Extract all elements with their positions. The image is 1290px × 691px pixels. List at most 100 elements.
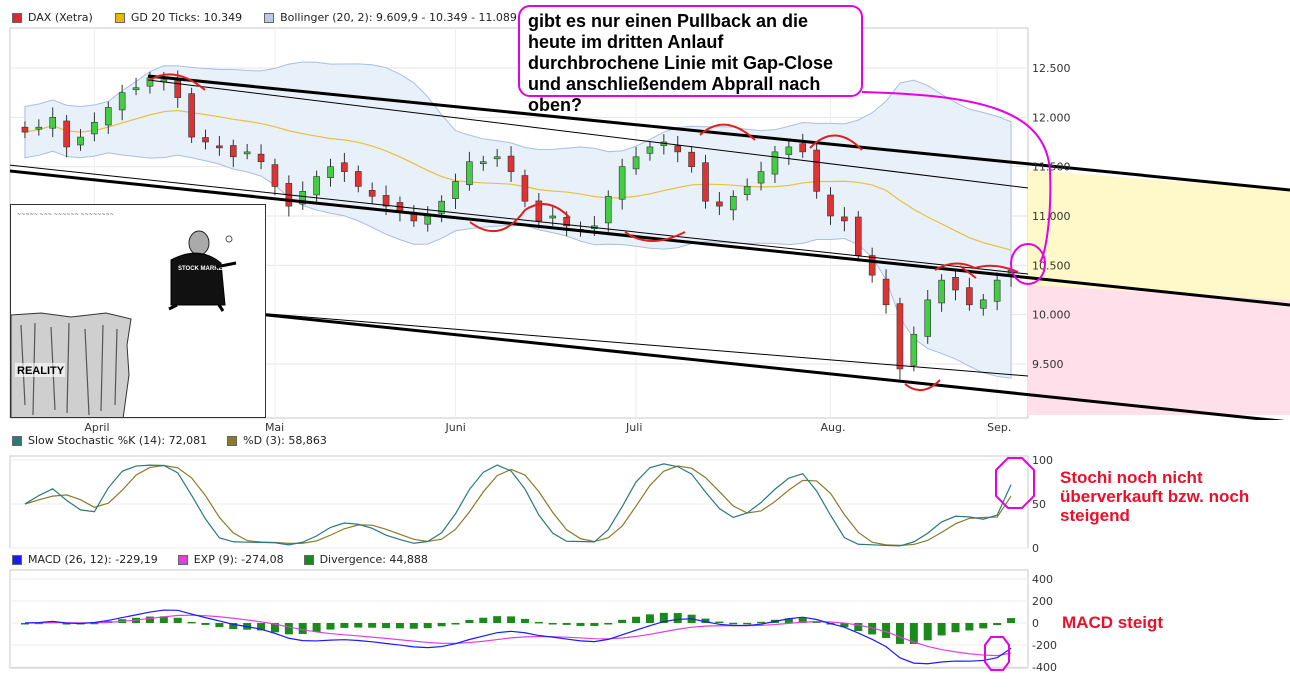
candle — [202, 137, 209, 143]
candle — [493, 156, 501, 160]
stoch-y-tick: 100 — [1032, 454, 1053, 467]
candle — [771, 151, 779, 175]
figure-head — [188, 230, 210, 256]
divergence-bar — [715, 621, 724, 624]
month-x-tick: Sep. — [987, 421, 1011, 434]
candle — [132, 87, 140, 91]
candle — [896, 303, 904, 370]
price-y-tick: 10.000 — [1032, 309, 1071, 322]
macd-exp-line — [24, 614, 1012, 657]
divergence-bar — [215, 623, 224, 628]
divergence-bar — [979, 623, 988, 629]
divergence-bar — [576, 623, 585, 626]
divergence-bar — [62, 623, 71, 625]
divergence-bar — [868, 623, 877, 635]
divergence-bar — [90, 622, 99, 625]
candle — [188, 93, 195, 138]
divergence-bar — [701, 618, 710, 623]
cartoon-stock-market-label: STOCK MARKET — [178, 266, 227, 272]
divergence-bar — [409, 623, 418, 629]
d-swatch — [227, 435, 238, 446]
candle — [979, 299, 987, 309]
gd-swatch — [114, 12, 125, 23]
legend-exp: EXP (9): -274,08 — [193, 553, 284, 566]
cartoon-image: ~~~~~ ~~~ ~~~~~~ ~~~~~~~~ REALITY STOCK … — [10, 204, 266, 418]
pink-target-zone — [1028, 285, 1290, 415]
stoch-y-tick: 50 — [1032, 498, 1046, 511]
stochastic-y-ticks: 100 50 0 — [1032, 454, 1053, 555]
trend-line-thin — [10, 164, 1029, 275]
red-arc — [934, 262, 976, 271]
divergence-bar — [270, 623, 279, 633]
candle — [424, 215, 432, 225]
stoch-k-line — [24, 463, 1012, 547]
legend-div: Divergence: 44,888 — [319, 553, 428, 566]
red-arc — [699, 123, 756, 141]
divergence-bar — [937, 623, 946, 636]
candle — [229, 145, 237, 158]
divergence-bar — [145, 616, 154, 623]
macd-y-tick: -200 — [1032, 639, 1057, 652]
divergence-bar — [340, 623, 349, 628]
price-y-ticks: 12.500 12.000 11.500 11.000 10.500 10.000 9.50… — [1032, 62, 1071, 371]
month-x-tick: April — [84, 421, 109, 434]
candle — [854, 216, 862, 256]
price-y-tick: 9.500 — [1032, 358, 1064, 371]
legend-macd: MACD (26, 12): -229,19 EXP (9): -274,08 … — [12, 553, 428, 566]
candle — [104, 107, 112, 126]
month-x-tick: Juni — [445, 421, 466, 434]
candle — [35, 126, 43, 130]
candle — [535, 200, 543, 222]
candle — [716, 201, 723, 207]
divergence-bar — [951, 623, 960, 633]
k-swatch — [12, 435, 22, 446]
divergence-bar — [1007, 618, 1016, 623]
macd-divergence-bars — [20, 612, 1016, 644]
candle — [271, 164, 279, 187]
macd-annotation: MACD steigt — [1062, 613, 1164, 632]
divergence-bar — [229, 623, 238, 630]
divergence-bar — [20, 623, 29, 625]
macd-lines — [24, 609, 1012, 665]
cartoon-credit-scribble: ~~~~~ ~~~ ~~~~~~ ~~~~~~~~ — [17, 212, 114, 218]
candle — [243, 151, 251, 155]
candle — [507, 155, 515, 172]
red-arc — [149, 73, 206, 91]
candle — [21, 126, 29, 133]
candle — [49, 117, 57, 129]
divergence-bar — [784, 618, 793, 623]
stoch-d-line — [24, 464, 1012, 547]
figure-legs — [168, 303, 225, 312]
candle — [618, 166, 626, 200]
candle — [938, 279, 945, 304]
divergence-bar — [882, 623, 891, 638]
price-y-tick: 12.500 — [1032, 62, 1071, 75]
candle — [952, 276, 959, 291]
divergence-bar — [659, 612, 668, 623]
legend-main: DAX (Xetra) GD 20 Ticks: 10.349 Bollinge… — [12, 11, 517, 24]
red-arc — [524, 203, 571, 219]
legend-k: Slow Stochastic %K (14): 72,081 — [28, 434, 208, 447]
divergence-bar — [159, 616, 168, 623]
candle — [354, 171, 362, 187]
trend-line — [147, 74, 1290, 192]
candle — [563, 216, 570, 227]
divergence-bar — [451, 623, 460, 625]
macd-y-ticks: 400 200 0 -200 -400 — [1032, 573, 1057, 674]
candle — [549, 215, 557, 219]
candle — [910, 334, 918, 366]
macd-y-tick: 0 — [1032, 617, 1039, 630]
divergence-bar — [743, 622, 752, 625]
candle — [299, 191, 307, 205]
candle — [368, 190, 376, 197]
divergence-bar — [326, 623, 335, 630]
candle — [63, 120, 70, 148]
stoch-hexagon — [995, 457, 1035, 509]
cartoon-drawing: ~~~~~ ~~~ ~~~~~~ ~~~~~~~~ REALITY STOCK … — [11, 212, 237, 417]
candle — [327, 166, 334, 178]
candle — [77, 136, 84, 146]
legend-dax: DAX (Xetra) — [28, 11, 93, 24]
divergence-bar — [965, 623, 974, 631]
divergence-bar — [562, 623, 571, 625]
candle — [799, 143, 807, 153]
